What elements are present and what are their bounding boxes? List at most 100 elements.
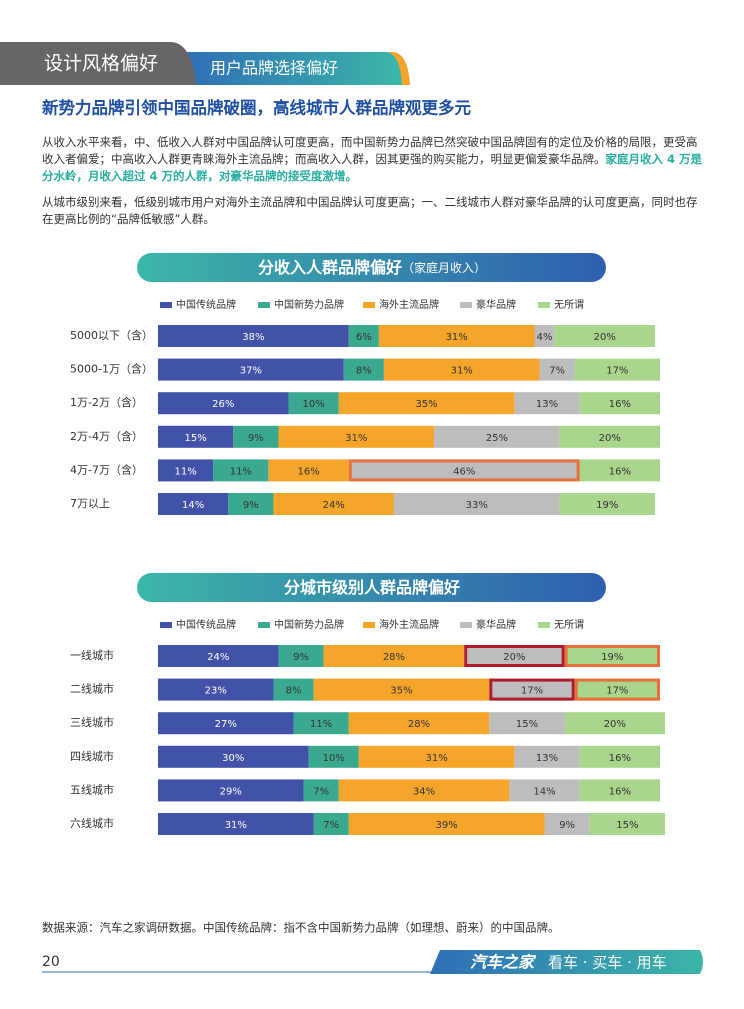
bar-segment: [559, 493, 655, 515]
category-label: 四线城市: [70, 749, 114, 763]
value-label: 30%: [222, 753, 244, 764]
paragraph-text: 从城市级别来看，低级别城市用户对海外主流品牌和中国品牌认可度更高；一、二线城市人…: [42, 195, 698, 226]
value-label: 7%: [313, 786, 329, 797]
chart-title: 分收入人群品牌偏好（家庭月收入）: [258, 258, 486, 277]
value-label: 35%: [415, 399, 437, 410]
bar-segment: [579, 392, 660, 415]
bar-segment: [589, 813, 666, 835]
legend-label: 中国新势力品牌: [274, 618, 344, 631]
legend-swatch: [538, 302, 550, 308]
bar-segment: [213, 459, 269, 482]
bar-segment: [313, 678, 490, 701]
chart-title: 分城市级别人群品牌偏好: [284, 578, 460, 597]
bar-segment: [464, 645, 565, 667]
value-label: 16%: [609, 786, 631, 797]
bar-segment: [348, 813, 545, 835]
value-label: 20%: [604, 719, 626, 730]
bar-segment: [554, 325, 655, 347]
bar-segment: [574, 678, 660, 701]
category-label: 5000-1万（含）: [70, 362, 153, 376]
legend-swatch: [460, 622, 472, 628]
bar-segment: [514, 745, 580, 768]
value-label: 24%: [323, 500, 345, 511]
bar-segment: [158, 459, 214, 482]
category-label: 2万-4万（含）: [70, 429, 143, 443]
bar-segment: [313, 813, 349, 835]
value-label: 7%: [549, 366, 565, 377]
legend-label: 无所谓: [554, 619, 584, 631]
category-label: 二线城市: [70, 682, 114, 696]
bar-segment: [343, 358, 384, 381]
legend-swatch: [460, 302, 472, 308]
paragraph: 从收入水平来看，中、低收入人群对中国品牌认可度更高，而中国新势力品牌已然突破中国…: [42, 134, 704, 185]
value-label: 46%: [453, 466, 475, 477]
value-label: 13%: [536, 399, 558, 410]
footnote: 数据来源：汽车之家调研数据。中国传统品牌：指不含中国新势力品牌（如理想、蔚来）的…: [42, 921, 560, 935]
bar-segment: [158, 712, 294, 735]
legend-swatch: [363, 622, 375, 628]
value-label: 16%: [609, 399, 631, 410]
value-label: 7%: [323, 820, 339, 831]
value-label: 16%: [609, 753, 631, 764]
chart-title-text: 分城市级别人群品牌偏好: [284, 578, 460, 597]
bar-segment: [158, 493, 229, 515]
legend-swatch: [538, 622, 550, 628]
value-label: 10%: [323, 753, 345, 764]
category-label: 5000以下（含）: [70, 328, 153, 342]
bar-segment: [579, 779, 660, 802]
bar-segment: [233, 425, 279, 448]
bar-segment: [303, 779, 339, 802]
category-label: 7万以上: [70, 497, 110, 510]
bar-segment: [158, 779, 304, 802]
value-label: 17%: [606, 686, 628, 697]
page-number: 20: [42, 954, 60, 970]
legend-label: 中国传统品牌: [176, 618, 236, 631]
bar-segment: [158, 813, 314, 835]
value-label: 29%: [220, 786, 242, 797]
value-label: 31%: [446, 332, 468, 343]
value-label: 17%: [606, 366, 628, 377]
value-label: 25%: [486, 433, 508, 444]
bar-segment: [158, 425, 234, 448]
bar-segment: [383, 358, 540, 381]
value-label: 31%: [345, 433, 367, 444]
highlight-box: [489, 678, 575, 701]
bar-segment: [158, 325, 349, 347]
legend-label: 豪华品牌: [476, 298, 516, 311]
value-label: 23%: [205, 686, 227, 697]
chart-title-bg: [137, 573, 606, 602]
highlight-box: [564, 645, 660, 667]
bar-segment: [268, 459, 349, 482]
value-label: 15%: [185, 433, 207, 444]
bar-segment: [228, 493, 274, 515]
value-label: 38%: [242, 332, 264, 343]
category-label: 一线城市: [70, 648, 114, 662]
highlight-box: [464, 645, 565, 667]
value-label: 20%: [594, 332, 616, 343]
value-label: 17%: [521, 686, 543, 697]
chart-title-bg: [137, 253, 606, 282]
legend-swatch: [258, 302, 270, 308]
value-label: 37%: [240, 366, 262, 377]
bar-segment: [534, 325, 555, 347]
legend-swatch: [258, 622, 270, 628]
legend-label: 海外主流品牌: [379, 618, 439, 631]
bar-segment: [378, 325, 535, 347]
value-label: 19%: [601, 652, 623, 663]
bar-segment: [564, 712, 666, 735]
bar-segment: [158, 645, 279, 667]
bar-segment: [579, 745, 660, 768]
value-label: 39%: [436, 820, 458, 831]
paragraph-highlight: 家庭月收入 4 万是分水岭，月收入超过 4 万的人群，对豪华品牌的接受度激增。: [42, 152, 703, 183]
footer-brand: 汽车之家: [470, 953, 537, 972]
bar-segment: [338, 779, 510, 802]
headline: 新势力品牌引领中国品牌破圈，高线城市人群品牌观更多元: [42, 98, 472, 118]
paragraph-text: 从收入水平来看，中、低收入人群对中国品牌认可度更高，而中国新势力品牌已然突破中国…: [42, 135, 698, 166]
paragraph: 从城市级别来看，低级别城市用户对海外主流品牌和中国品牌认可度更高；一、二线城市人…: [42, 194, 704, 228]
bar-segment: [358, 745, 515, 768]
footer-slogan: 看车 · 买车 · 用车: [548, 954, 667, 972]
value-label: 15%: [616, 820, 638, 831]
value-label: 8%: [286, 686, 302, 697]
bar-segment: [434, 425, 560, 448]
